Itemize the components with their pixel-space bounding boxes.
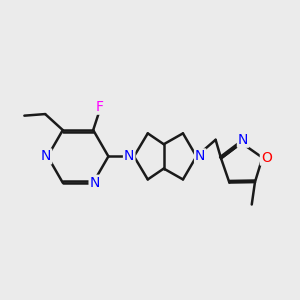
Text: N: N — [41, 149, 51, 164]
Text: N: N — [195, 149, 206, 164]
Text: N: N — [238, 133, 248, 147]
Text: N: N — [90, 176, 100, 190]
Text: O: O — [261, 151, 272, 165]
Text: F: F — [96, 100, 104, 114]
Text: N: N — [124, 149, 134, 164]
